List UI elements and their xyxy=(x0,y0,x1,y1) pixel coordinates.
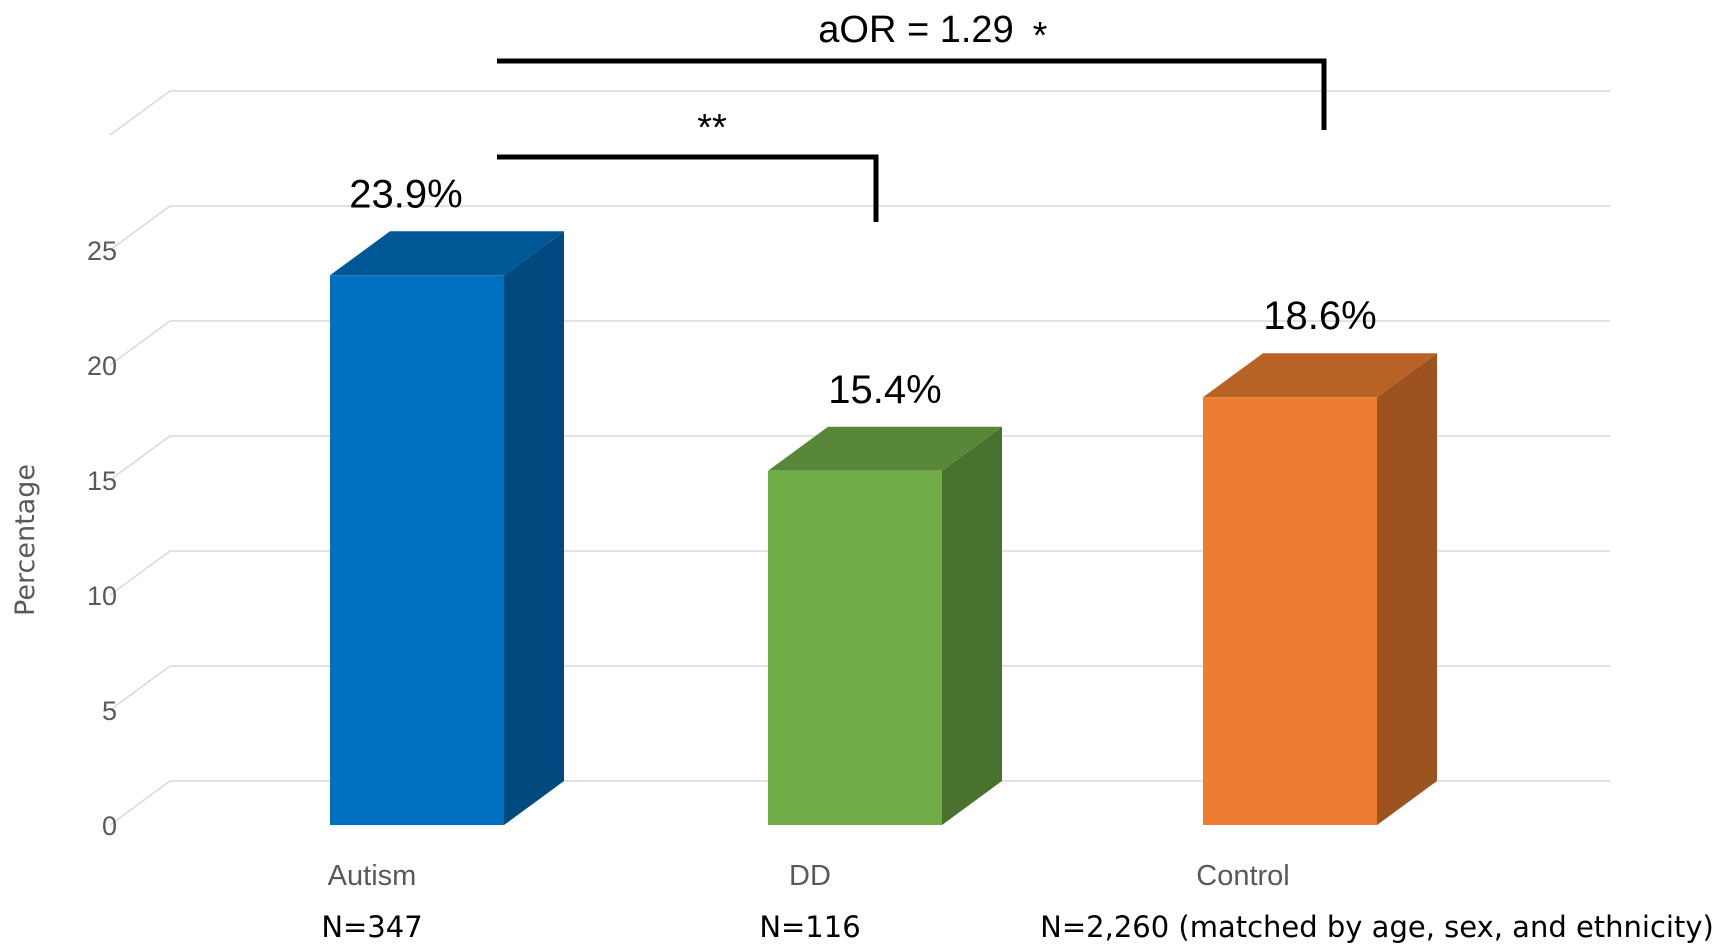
bar-side xyxy=(504,231,564,826)
x-tick-label: DD xyxy=(789,860,831,892)
bar-front xyxy=(1203,397,1377,825)
gridline-diagonal xyxy=(109,205,171,251)
bar xyxy=(330,231,564,826)
significance-label: ** xyxy=(697,107,727,149)
bar-front xyxy=(768,470,942,825)
gridline-diagonal xyxy=(109,435,171,481)
bar xyxy=(768,426,1002,825)
gridline-diagonal xyxy=(109,320,171,366)
y-tick-label: 5 xyxy=(102,696,117,726)
bar-side xyxy=(942,426,1002,825)
bar-top xyxy=(330,231,564,276)
bar-top xyxy=(768,426,1002,471)
gridline-diagonal xyxy=(109,780,171,826)
x-tick-label: Autism xyxy=(328,860,417,892)
data-label: 18.6% xyxy=(1263,294,1376,338)
data-label: 15.4% xyxy=(828,368,941,412)
odds-ratio-label: aOR = 1.29 xyxy=(818,9,1013,51)
x-tick-label: Control xyxy=(1196,860,1290,892)
labels: 23.9% 15.4% 18.6% Autism DD Control N=347 N=116… xyxy=(321,172,1714,944)
y-tick-label: 10 xyxy=(87,581,117,611)
sample-size-label: N=116 xyxy=(759,910,860,944)
gridline-diagonal xyxy=(109,665,171,711)
y-axis-label: Percentage xyxy=(10,464,41,616)
y-tick-label: 0 xyxy=(102,811,117,841)
bar xyxy=(1203,353,1437,825)
significance-marker: * xyxy=(1033,15,1048,57)
y-axis-ticks: 0 5 10 15 20 25 xyxy=(87,236,117,841)
bar-front xyxy=(330,275,504,825)
y-tick-label: 15 xyxy=(87,466,117,496)
bar-side xyxy=(1377,353,1437,825)
bracket-autism-control xyxy=(497,58,1327,130)
bar-top xyxy=(1203,353,1437,398)
y-tick-label: 25 xyxy=(87,236,117,266)
gridline-diagonal xyxy=(109,90,171,136)
bars xyxy=(330,231,1437,826)
sample-size-label: N=347 xyxy=(321,910,422,944)
sample-size-label: N=2,260 (matched by age, sex, and ethnic… xyxy=(1040,910,1714,944)
y-tick-label: 20 xyxy=(87,351,117,381)
gridline-diagonal xyxy=(109,550,171,596)
data-label: 23.9% xyxy=(349,172,462,216)
bracket-autism-dd xyxy=(497,154,879,222)
significance-brackets: ** aOR = 1.29 * xyxy=(497,9,1327,222)
